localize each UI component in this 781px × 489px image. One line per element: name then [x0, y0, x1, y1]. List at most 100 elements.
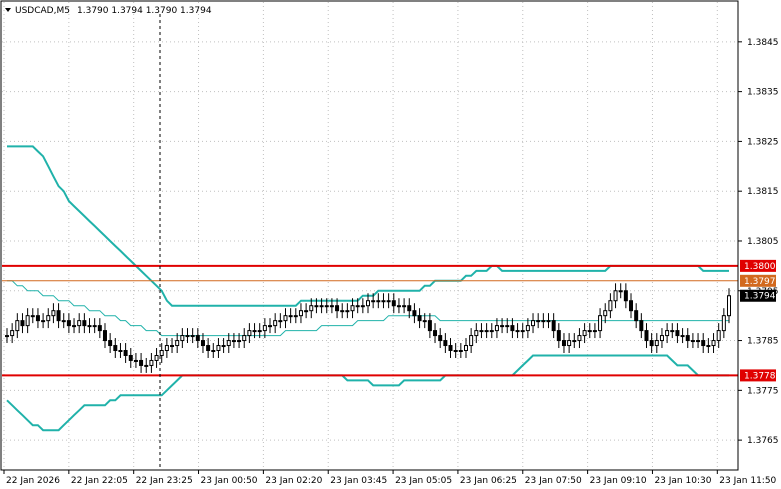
candle-body	[247, 330, 252, 337]
level-price-tag: 1.3800	[744, 262, 776, 272]
candle-body	[51, 310, 56, 317]
candle-body	[221, 345, 226, 348]
candle-body	[159, 350, 164, 356]
candle-body	[396, 305, 401, 308]
candle-body	[433, 330, 438, 337]
time-tick-label: 23 Jan 00:50	[201, 476, 258, 486]
candle-body	[288, 315, 293, 318]
candle-body	[407, 305, 412, 312]
candle-body	[608, 300, 613, 312]
candle-body	[211, 350, 216, 353]
candle-body	[139, 359, 144, 366]
band-lower-line	[6, 354, 729, 432]
candle-body	[10, 330, 15, 337]
time-tick-label: 23 Jan 02:20	[265, 476, 322, 486]
candle-body	[587, 330, 592, 333]
last-price-tag: 1.3794	[744, 292, 776, 302]
candle-body	[72, 325, 77, 328]
candle-body	[541, 320, 546, 323]
candle-body	[144, 364, 149, 367]
ask-price-tag: 1.3797	[744, 277, 776, 287]
candle-body	[474, 330, 479, 337]
symbol-timeframe-label: USDCAD,M5	[15, 6, 70, 16]
candle-body	[345, 310, 350, 313]
candle-body	[164, 345, 169, 352]
candle-body	[489, 330, 494, 333]
candle-body	[304, 310, 309, 313]
candle-body	[567, 340, 572, 347]
candle-body	[484, 330, 489, 333]
time-tick-label: 23 Jan 09:10	[590, 476, 647, 486]
candle-body	[77, 320, 82, 327]
candle-body	[175, 340, 180, 347]
candle-body	[727, 295, 731, 317]
candle-body	[649, 340, 654, 347]
candle-body	[200, 340, 205, 347]
candle-body	[551, 320, 556, 332]
candle-body	[123, 350, 128, 356]
time-tick-label: 23 Jan 07:50	[525, 476, 582, 486]
ask-price-tag-bg	[740, 274, 776, 287]
price-tick-label: 1.3785	[747, 337, 779, 347]
price-tick-label: 1.3775	[747, 386, 779, 396]
candle-body	[185, 335, 190, 338]
candle-body	[298, 310, 303, 317]
candle-body	[644, 330, 649, 342]
candle-body	[154, 354, 159, 361]
candle-body	[226, 340, 231, 347]
candle-body	[402, 305, 407, 308]
time-tick-label: 23 Jan 06:25	[460, 476, 517, 486]
candle-body	[546, 320, 551, 323]
candle-body	[170, 345, 175, 348]
candle-body	[680, 335, 685, 338]
candle-body	[696, 340, 701, 343]
candle-body	[500, 325, 505, 328]
candle-body	[634, 310, 639, 322]
time-tick-label: 23 Jan 05:05	[395, 476, 452, 486]
candle-body	[283, 315, 288, 322]
price-tick-label: 1.3815	[747, 187, 779, 197]
candle-body	[618, 290, 623, 293]
chart-header: USDCAD,M5 1.3790 1.3794 1.3790 1.3794	[5, 6, 212, 16]
plot-frame	[0, 0, 739, 471]
candle-body	[659, 335, 664, 342]
candle-body	[257, 330, 262, 333]
time-tick-label: 23 Jan 03:45	[330, 476, 387, 486]
candle-body	[97, 325, 102, 332]
candle-body	[458, 350, 463, 353]
candle-body	[701, 340, 706, 347]
candle-body	[391, 300, 396, 307]
price-tick-label: 1.3805	[747, 237, 779, 247]
candle-body	[242, 335, 247, 342]
candle-body	[598, 315, 603, 332]
candle-body	[556, 330, 561, 342]
candle-body	[427, 320, 432, 332]
last-price-tag-bg	[740, 289, 776, 302]
candle-body	[340, 310, 345, 313]
candle-body	[195, 335, 200, 342]
candle-body	[629, 300, 634, 312]
candle-body	[102, 330, 107, 342]
candle-body	[66, 320, 71, 327]
level-price-tag: 1.3778	[744, 371, 776, 381]
candle-body	[577, 335, 582, 342]
candle-body	[128, 354, 133, 361]
candle-body	[453, 350, 458, 353]
candle-body	[35, 315, 40, 322]
candle-body	[505, 325, 510, 328]
candle-body	[721, 315, 726, 332]
candle-body	[525, 325, 530, 332]
candle-body	[417, 315, 422, 322]
candle-body	[381, 300, 386, 303]
candle-body	[623, 290, 628, 302]
dropdown-arrow-icon[interactable]	[5, 8, 11, 12]
time-tick-label: 22 Jan 2026	[6, 476, 60, 486]
time-tick-label: 22 Jan 22:05	[71, 476, 128, 486]
candle-body	[690, 340, 695, 343]
candle-body	[463, 345, 468, 352]
price-tick-label: 1.3835	[747, 88, 779, 98]
candle-body	[572, 340, 577, 343]
candle-body	[350, 305, 355, 312]
